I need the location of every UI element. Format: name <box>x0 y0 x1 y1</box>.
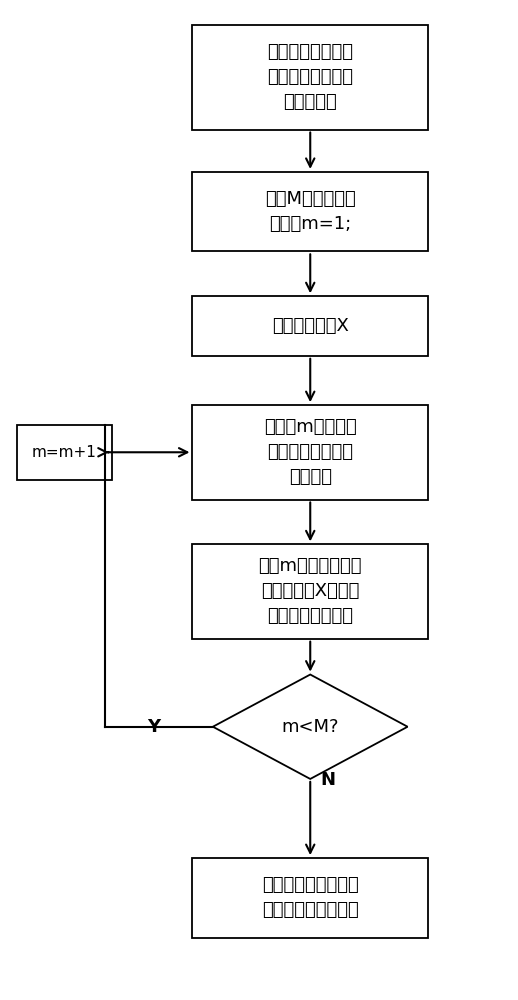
FancyBboxPatch shape <box>192 172 428 251</box>
Text: Y: Y <box>148 718 161 736</box>
FancyBboxPatch shape <box>192 858 428 938</box>
FancyBboxPatch shape <box>17 425 112 480</box>
FancyBboxPatch shape <box>192 544 428 639</box>
Text: 划分M个时间区域
窗口，m=1;: 划分M个时间区域 窗口，m=1; <box>265 190 356 233</box>
Text: 输出量化得到的二进
数作为初始密钥信息: 输出量化得到的二进 数作为初始密钥信息 <box>262 876 358 919</box>
Text: 确定量化变量X: 确定量化变量X <box>272 317 349 335</box>
FancyBboxPatch shape <box>192 25 428 130</box>
Polygon shape <box>213 675 408 779</box>
FancyBboxPatch shape <box>192 296 428 356</box>
Text: 确定第m个时间窗
口内的量化级数和
量化间隔: 确定第m个时间窗 口内的量化级数和 量化间隔 <box>264 418 356 486</box>
Text: N: N <box>321 771 336 789</box>
Text: m=m+1: m=m+1 <box>32 445 97 460</box>
FancyBboxPatch shape <box>192 405 428 500</box>
Text: 对第m个时间窗口内
的量化变量X进行量
化，得到二进制数: 对第m个时间窗口内 的量化变量X进行量 化，得到二进制数 <box>258 557 362 625</box>
Text: m<M?: m<M? <box>281 718 339 736</box>
Text: 对通信双方的无线
通信信号进行检测
得到特征量: 对通信双方的无线 通信信号进行检测 得到特征量 <box>267 43 353 111</box>
